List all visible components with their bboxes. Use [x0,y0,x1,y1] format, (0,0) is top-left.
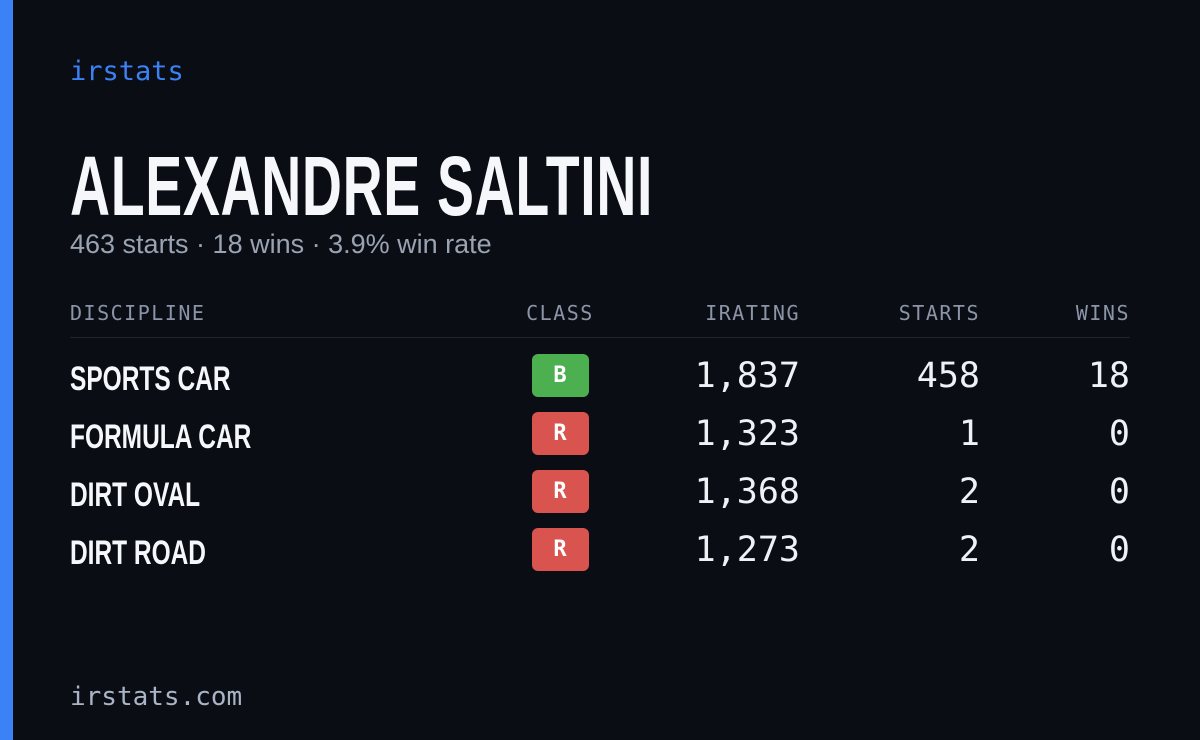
driver-name: ALEXANDRE SALTINI [70,139,654,233]
starts: 1 [958,414,980,454]
class-badge: B [531,354,589,397]
column-header: WINS [1075,301,1130,325]
irating: 1,368 [694,472,800,512]
irating: 1,273 [694,530,800,570]
column-header: IRATING [705,301,800,325]
column-header: CLASS [526,301,594,325]
starts: 2 [958,472,980,512]
discipline: DIRT ROAD [70,534,207,572]
wins: 0 [1108,530,1130,570]
discipline: DIRT OVAL [70,476,201,514]
wins: 18 [1087,356,1130,396]
column-header: STARTS [898,301,980,325]
discipline: FORMULA CAR [70,418,252,456]
starts: 2 [958,530,980,570]
class-badge: R [531,470,589,513]
wins: 0 [1108,414,1130,454]
starts: 458 [916,356,980,396]
wins: 0 [1108,472,1130,512]
irating: 1,837 [694,356,800,396]
brand: irstats [70,56,184,87]
irating: 1,323 [694,414,800,454]
footer: irstats.com [70,682,243,712]
class-badge: R [531,412,589,455]
discipline: SPORTS CAR [70,360,231,398]
header-rule [70,337,1130,338]
column-header: DISCIPLINE [70,301,206,325]
class-badge: R [531,528,589,571]
accent-bar [0,0,13,740]
subtitle: 463 starts · 18 wins · 3.9% win rate [70,229,492,259]
